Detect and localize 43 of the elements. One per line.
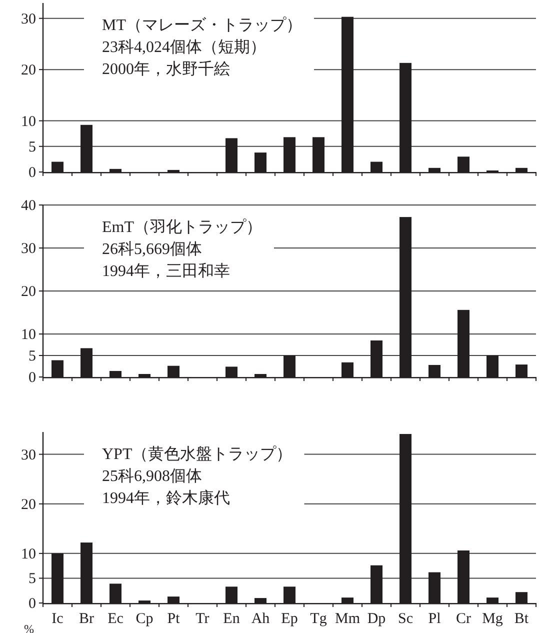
x-tick-label: Pl xyxy=(428,611,441,627)
y-tick-label: 40 xyxy=(21,198,36,214)
y-tick-label: 10 xyxy=(21,114,36,130)
x-tick-label: Ic xyxy=(52,611,64,627)
annotation: 1994年，三田和幸 xyxy=(102,262,230,280)
y-tick-label: 10 xyxy=(21,327,36,343)
y-tick-label: 10 xyxy=(21,546,36,562)
annotation: YPT（黄色水盤トラップ） xyxy=(102,445,292,463)
x-tick-label: Cp xyxy=(136,611,154,627)
x-tick-label: Tr xyxy=(196,611,210,627)
x-tick-label: Pt xyxy=(167,611,181,627)
annotation: 2000年，水野千絵 xyxy=(102,60,230,78)
annotation: EmT（羽化トラップ） xyxy=(102,218,262,236)
x-tick-label: Br xyxy=(79,611,94,627)
y-tick-label: 20 xyxy=(21,62,36,79)
x-tick-label: Dp xyxy=(367,611,386,627)
y-tick-label: 20 xyxy=(21,496,36,513)
annotation: MT（マレーズ・トラップ） xyxy=(102,16,302,34)
x-tick-label: Mg xyxy=(482,611,504,627)
x-tick-label: Ec xyxy=(108,611,124,627)
y-tick-label: 30 xyxy=(21,241,36,257)
annotation: 23科4,024個体（短期） xyxy=(102,38,266,56)
x-tick-label: Bt xyxy=(514,611,530,627)
x-tick-label: Ep xyxy=(281,611,298,627)
annotation: 1994年，鈴木康代 xyxy=(102,489,230,507)
y-tick-label: 30 xyxy=(21,447,36,464)
x-tick-label: Sc xyxy=(398,611,414,627)
y-tick-label: 5 xyxy=(28,348,36,364)
y-tick-label: 5 xyxy=(28,139,36,156)
x-tick-label: Cr xyxy=(456,611,472,627)
y-tick-label: 30 xyxy=(21,11,36,28)
y-axis-title: % xyxy=(24,622,34,633)
x-tick-label: Ah xyxy=(251,611,270,627)
y-tick-label: 20 xyxy=(21,284,36,300)
x-tick-label: Mm xyxy=(334,611,360,627)
y-tick-label: 0 xyxy=(28,370,36,386)
y-tick-label: 5 xyxy=(28,571,36,588)
y-tick-label: 0 xyxy=(28,165,36,181)
x-tick-label: Tg xyxy=(310,611,328,627)
annotation: 26科5,669個体 xyxy=(102,240,202,258)
y-tick-label: 0 xyxy=(28,596,36,612)
annotation: 25科6,908個体 xyxy=(102,467,202,485)
x-tick-label: En xyxy=(223,611,240,627)
